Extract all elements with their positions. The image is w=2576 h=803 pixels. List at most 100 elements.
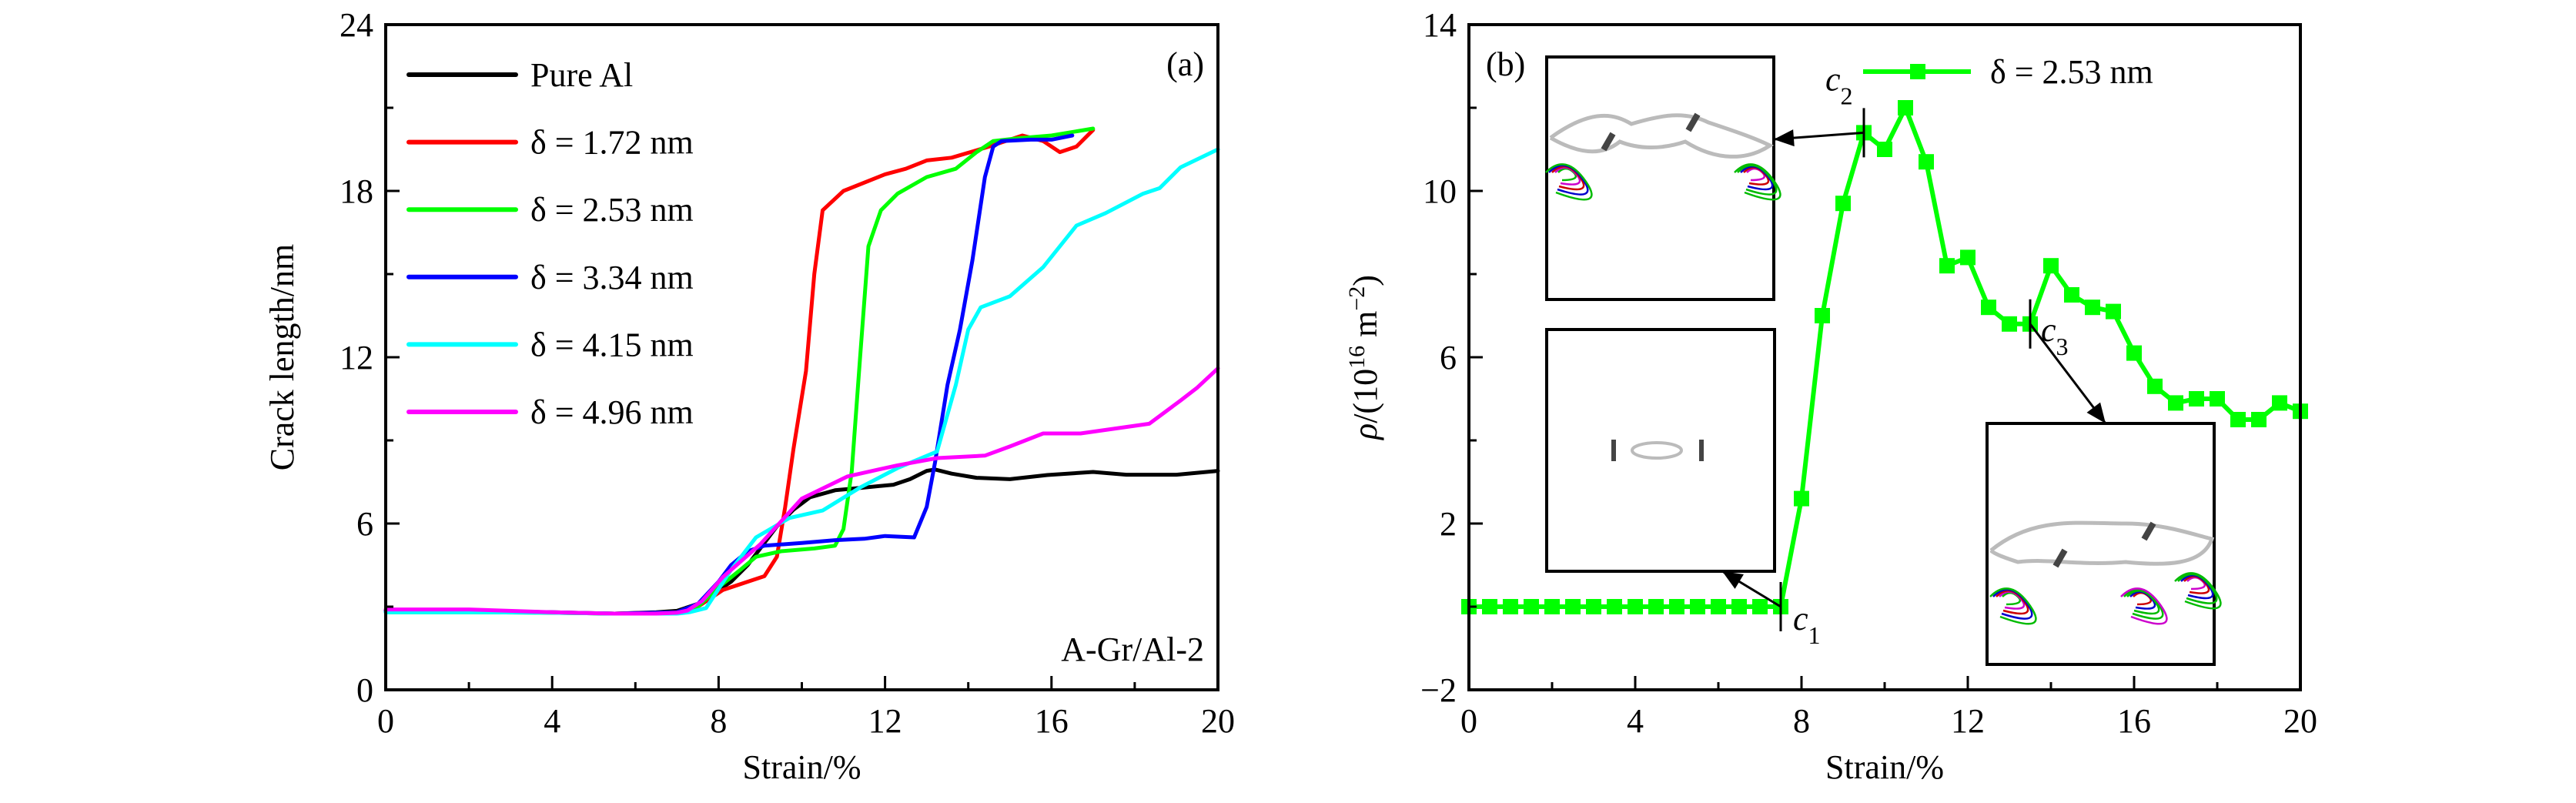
- graphene-flake: [1601, 132, 1616, 152]
- y-tick-label: 0: [356, 671, 373, 709]
- dislocation-line: [1992, 588, 2033, 620]
- data-point-marker: [2106, 303, 2121, 320]
- superscript: −2: [1344, 286, 1370, 311]
- data-point-marker: [2085, 299, 2100, 316]
- annotation-arrow: [2029, 323, 2107, 424]
- label-part: /(10: [1347, 369, 1384, 423]
- legend: Pure Al δ = 1.72 nm δ = 2.53 nm δ = 3.34 nm…: [406, 56, 694, 431]
- annotation-subscript: 3: [2056, 333, 2069, 360]
- graphene-flake: [2052, 548, 2068, 568]
- graphene-flake: [2141, 521, 2156, 541]
- data-point-marker: [1731, 599, 1747, 614]
- series-line-1: [383, 128, 1096, 616]
- y-axis-label: Crack length/nm: [263, 244, 301, 471]
- label-part: m: [1347, 311, 1384, 346]
- annotation-letter: c: [1825, 60, 1841, 98]
- y-tick-label: 12: [340, 339, 373, 376]
- legend-label: Pure Al: [530, 56, 633, 94]
- data-point-marker: [1482, 599, 1497, 614]
- y-tick-label: 6: [1440, 339, 1457, 376]
- x-tick-label: 12: [1951, 702, 1985, 740]
- arrowhead-icon: [1774, 129, 1795, 147]
- inset-c1: [1545, 328, 1776, 573]
- dislocation-line: [1737, 164, 1778, 196]
- plot-frame: [384, 23, 1219, 691]
- dislocation-line: [1734, 163, 1781, 201]
- legend-label: δ = 2.53 nm: [530, 191, 694, 229]
- x-tick-label: 8: [1793, 702, 1810, 740]
- axis-ticks: [384, 23, 1219, 691]
- dislocation-line: [1989, 587, 2037, 625]
- x-tick-label: 8: [710, 702, 727, 740]
- legend-label: δ = 3.34 nm: [530, 259, 694, 296]
- series-group: [383, 126, 1220, 616]
- data-point-marker: [2064, 287, 2079, 303]
- dislocation-line: [1740, 166, 1774, 191]
- x-tick-label: 0: [377, 702, 394, 740]
- data-point-marker: [1877, 142, 1892, 157]
- dislocation-line: [2123, 588, 2164, 620]
- legend-label: δ = 1.72 nm: [530, 124, 694, 162]
- inset-c2: [1545, 55, 1781, 301]
- legend-label: δ = 4.96 nm: [530, 393, 694, 431]
- dislocation-line: [2174, 572, 2222, 610]
- inset-frame: [1545, 328, 1776, 573]
- data-point-marker: [1503, 599, 1518, 614]
- data-point-marker: [2147, 378, 2163, 394]
- y-tick-label: 10: [1423, 172, 1457, 210]
- data-point-marker: [2189, 391, 2204, 407]
- data-point-marker: [1794, 490, 1809, 507]
- x-axis-label: Strain/%: [743, 748, 861, 786]
- superscript: 16: [1344, 346, 1370, 369]
- panel-label: (b): [1486, 45, 1525, 83]
- data-point-marker: [1752, 599, 1768, 614]
- x-axis-label: Strain/%: [1825, 748, 1944, 786]
- data-point-marker: [1835, 196, 1851, 212]
- data-point-marker: [1607, 599, 1622, 614]
- x-tick-label: 20: [2283, 702, 2317, 740]
- series-line-2: [383, 126, 1096, 616]
- y-tick-label: 18: [340, 172, 373, 210]
- data-point-marker: [2272, 395, 2287, 411]
- graphene-flake: [1699, 440, 1704, 461]
- dislocation-line: [1548, 164, 1589, 196]
- dislocation-line: [2177, 573, 2218, 604]
- legend-label: δ = 4.15 nm: [530, 326, 694, 363]
- inset-frame: [1986, 422, 2216, 666]
- data-point-marker: [1960, 249, 1975, 266]
- inset-c3: [1986, 422, 2222, 666]
- legend-label: δ = 2.53 nm: [1990, 53, 2153, 91]
- panel-label: (a): [1166, 45, 1204, 83]
- data-point-marker: [2126, 345, 2142, 361]
- data-point-marker: [1586, 599, 1601, 614]
- annotation-label: A-Gr/Al-2: [1061, 631, 1204, 668]
- data-point-marker: [1919, 154, 1934, 170]
- crack-shape: [1631, 441, 1683, 460]
- data-point-marker: [2002, 316, 2017, 332]
- data-point-marker: [1939, 258, 1955, 274]
- label-part: ): [1347, 275, 1384, 286]
- label-part: ρ: [1347, 423, 1384, 441]
- y-tick-label: 24: [340, 6, 373, 44]
- annotation-letter: c: [2041, 311, 2056, 349]
- x-tick-label: 0: [1460, 702, 1477, 740]
- y-tick-label: 14: [1423, 6, 1457, 44]
- x-tick-label: 4: [1627, 702, 1644, 740]
- series-line-3: [383, 133, 1075, 616]
- series-group: [1461, 100, 2308, 614]
- crack-shape: [1989, 520, 2215, 566]
- axis-ticks: [1467, 23, 2302, 691]
- legend: δ = 2.53 nm: [1863, 53, 2153, 91]
- y-tick-label: 6: [356, 505, 373, 543]
- annotation-label: c1: [1793, 600, 1821, 649]
- annotation-subscript: 2: [1841, 82, 1853, 109]
- data-point-marker: [1565, 599, 1581, 614]
- dislocation-line: [2120, 587, 2168, 625]
- annotation-subscript: 1: [1808, 621, 1821, 649]
- annotation-letter: c: [1793, 600, 1808, 637]
- data-point-marker: [2043, 258, 2059, 274]
- data-point-marker: [2251, 412, 2267, 427]
